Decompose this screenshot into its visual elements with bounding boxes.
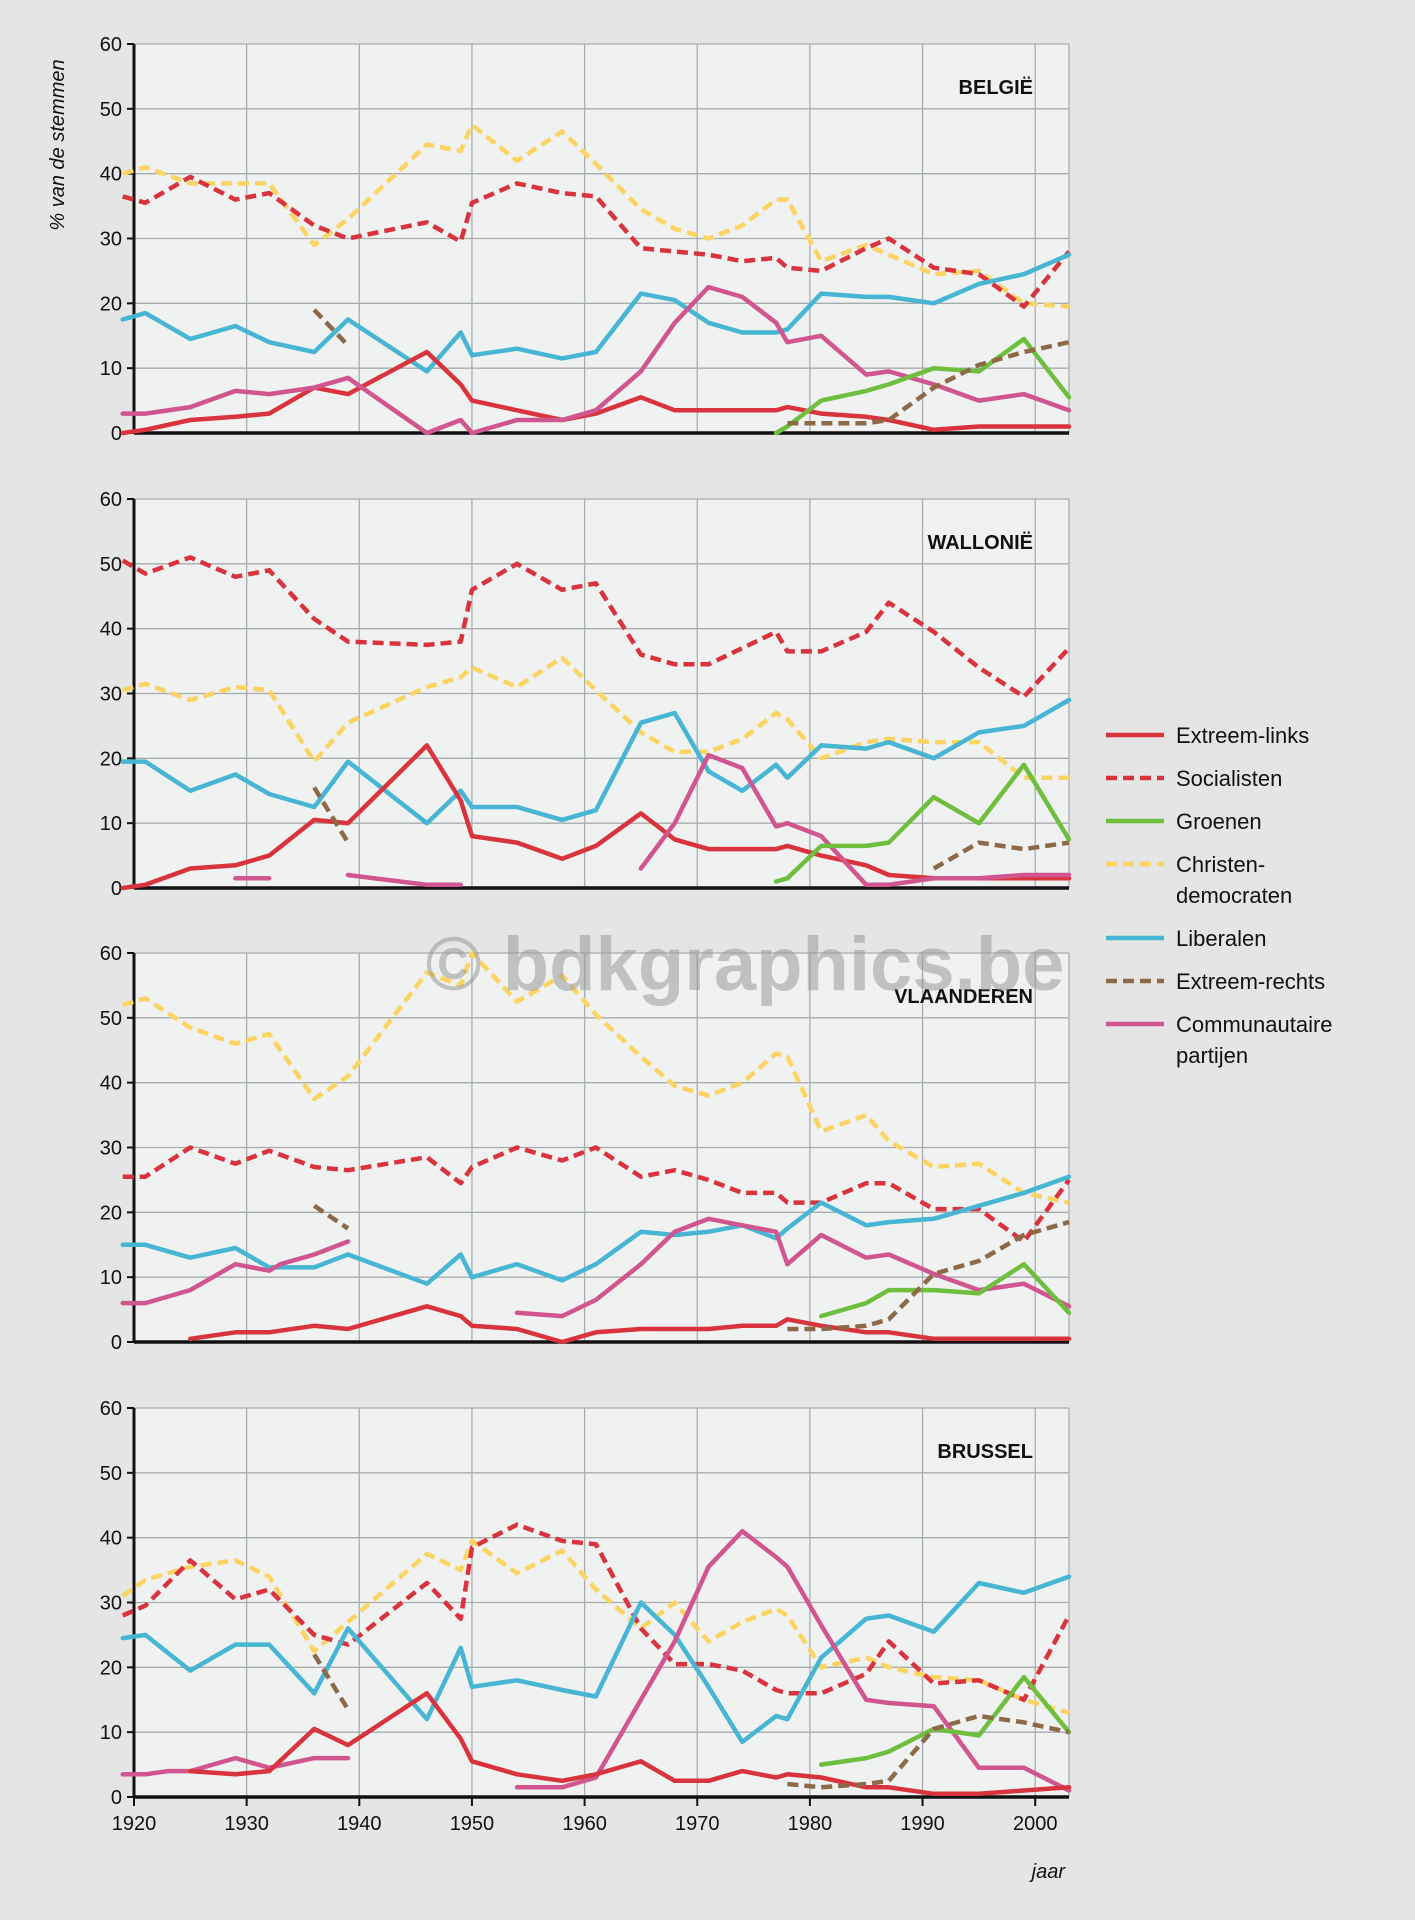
series-line-liberalen [120,252,1072,374]
x-tick-label: 2000 [1013,1813,1058,1835]
series-line-communautaire-partijen [514,1216,1072,1319]
series-line-christen-democraten [122,655,1069,781]
series-line-extreem-links [120,349,1072,436]
series-group-brussel [120,1522,1072,1797]
legend-label: Extreem-links [1176,723,1309,748]
series-line-communautaire-partijen [120,1755,351,1777]
y-tick-label: 40 [100,1073,122,1095]
series-line-groenen [773,336,1072,436]
series-line-extreem-links [188,1304,1072,1345]
y-tick-label: 30 [100,1593,122,1615]
panel-title: BRUSSEL [937,1441,1033,1463]
panel-title: VLAANDEREN [894,986,1033,1008]
y-tick-label: 50 [100,1463,122,1485]
series-line-groenen [773,762,1072,884]
series-line-extreem-rechts [932,840,1070,871]
legend-label: Groenen [1176,809,1262,834]
panel-title: WALLONIË [927,531,1033,554]
y-tick-label: 20 [100,1202,122,1224]
y-tick-label: 40 [100,1528,122,1550]
y-tick-label: 50 [100,99,122,121]
legend-label: Liberalen [1176,926,1267,951]
series-line-liberalen [120,697,1072,826]
y-tick-label: 60 [100,943,122,965]
y-tick-label: 40 [100,164,122,186]
y-tick-label: 10 [100,358,122,380]
y-tick-label: 30 [100,684,122,706]
legend-label: Christen- [1176,852,1265,877]
y-tick-label: 60 [100,1398,122,1420]
legend-label: Extreem-rechts [1176,969,1325,994]
series-line-extreem-links [188,1691,1072,1797]
y-tick-label: 0 [111,1787,122,1809]
x-tick-label: 1940 [337,1813,382,1835]
panel-wallonie: 0 10 20 30 40 50 60 WALLONIË [100,489,1070,900]
watermark: © bdkgraphics.be [426,922,1065,1007]
series-line-communautaire-partijen [514,1528,1072,1793]
series-line-extreem-rechts [787,1713,1070,1790]
legend-label: Communautaire [1176,1012,1333,1037]
series-line-communautaire-partijen [120,284,1072,436]
y-tick-label: 50 [100,554,122,576]
series-line-christen-democraten [122,122,1070,309]
series-layer [120,122,1072,1797]
x-tick-label: 1950 [450,1813,495,1835]
x-tick-label: 1970 [675,1813,720,1835]
series-line-extreem-rechts [312,1203,350,1231]
y-tick-label: 20 [100,1657,122,1679]
series-line-extreem-rechts [312,786,350,844]
series-line-communautaire-partijen [638,752,1072,888]
series-line-extreem-rechts [312,1653,350,1711]
x-axis: 1920 1930 1940 1950 1960 1970 1980 1990 2000 [112,1797,1058,1835]
series-line-liberalen [120,1574,1072,1745]
panel-belgie: 0 10 20 30 40 50 60 BELGIË [100,34,1070,445]
legend: Extreem-links Socialisten Groenen Christen-… [1106,723,1333,1068]
series-line-extreem-rechts [787,1219,1070,1332]
y-tick-label: 30 [100,1138,122,1160]
series-group-vlaanderen [120,950,1072,1345]
y-tick-label: 0 [111,878,122,900]
x-tick-label: 1980 [788,1813,833,1835]
series-group-wallonie [120,555,1072,891]
y-tick-label: 10 [100,1267,122,1289]
panel-brussel: 0 10 20 30 40 50 60 BRUSSEL [100,1398,1070,1809]
legend-label: democraten [1176,883,1292,908]
x-axis-label: jaar [1029,1861,1067,1883]
y-tick-label: 20 [100,293,122,315]
panel-title: BELGIË [959,76,1033,99]
legend-label: partijen [1176,1043,1248,1068]
y-tick-label: 10 [100,813,122,835]
y-tick-label: 20 [100,748,122,770]
series-line-extreem-links [120,743,1072,891]
y-tick-label: 0 [111,1332,122,1354]
y-tick-label: 30 [100,229,122,251]
x-tick-label: 1920 [112,1813,157,1835]
y-tick-label: 0 [111,423,122,445]
y-tick-label: 60 [100,34,122,56]
legend-label: Socialisten [1176,766,1282,791]
series-line-christen-democraten [122,950,1070,1205]
series-line-communautaire-partijen [120,1239,351,1306]
x-tick-label: 1930 [224,1813,269,1835]
x-tick-label: 1990 [900,1813,945,1835]
y-tick-label: 50 [100,1008,122,1030]
y-tick-label: 60 [100,489,122,511]
x-tick-label: 1960 [562,1813,607,1835]
y-tick-label: 40 [100,619,122,641]
series-line-extreem-rechts [787,340,1070,426]
y-axis-label: % van de stemmen [47,59,69,230]
series-line-communautaire-partijen [345,872,463,888]
series-line-socialisten [122,1145,1071,1244]
series-line-socialisten [121,1522,1071,1703]
series-line-extreem-rechts [312,308,350,348]
y-tick-label: 10 [100,1722,122,1744]
series-line-groenen [818,1261,1072,1319]
series-group-belgie [120,122,1072,436]
series-line-christen-democraten [121,1538,1070,1715]
